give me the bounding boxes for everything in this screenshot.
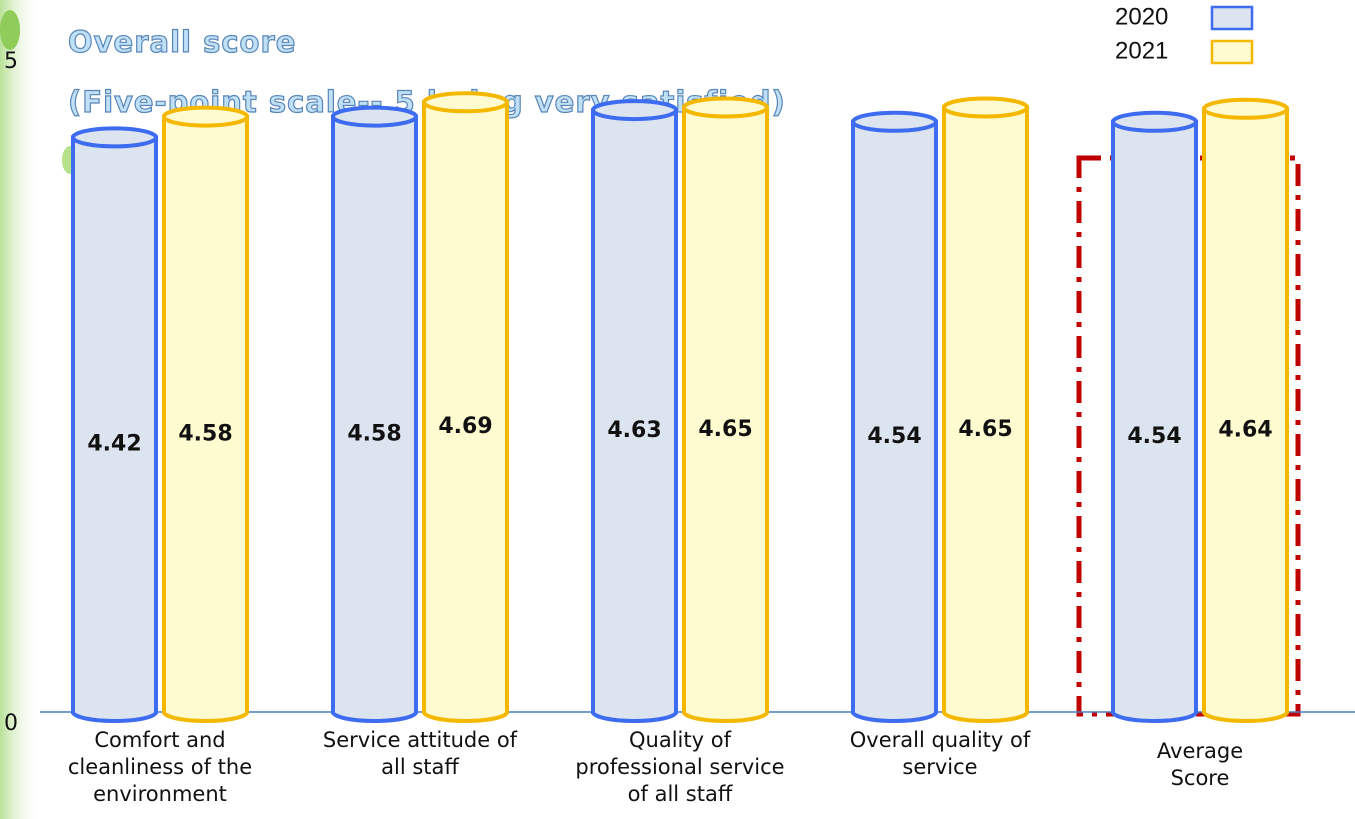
y-tick-label: 0 — [4, 711, 18, 736]
bar-cap — [1204, 100, 1287, 118]
bar-cap — [73, 128, 156, 146]
bar-cap — [944, 99, 1027, 117]
chart: Overall score (Five-point scale-- 5 bein… — [0, 0, 1355, 819]
value-label: 4.54 — [867, 424, 921, 449]
page: Overall score (Five-point scale-- 5 bein… — [0, 0, 1355, 819]
bar — [1113, 122, 1196, 712]
value-label: 4.64 — [1218, 417, 1272, 442]
bar-body-cover — [855, 700, 934, 712]
value-label: 4.54 — [1127, 424, 1181, 449]
bar — [853, 122, 936, 712]
bar-cap — [1113, 113, 1196, 131]
bar-body-cover — [686, 700, 765, 712]
bar-body-cover — [1115, 700, 1194, 712]
leaf-decoration — [0, 10, 20, 50]
bar-body-cover — [75, 700, 154, 712]
x-tick-label: Quality of professional service of all s… — [570, 727, 790, 808]
y-tick-label: 5 — [4, 49, 18, 74]
value-label: 4.42 — [87, 432, 141, 457]
bar-body-cover — [1206, 700, 1285, 712]
x-tick-label: Average Score — [1150, 738, 1250, 792]
bar-body-cover — [166, 700, 245, 712]
bar-cap — [853, 113, 936, 131]
legend-label: 2020 — [1115, 3, 1168, 30]
x-tick-label: Comfort and cleanliness of the environme… — [50, 727, 270, 808]
legend-swatch — [1212, 7, 1252, 29]
bar — [593, 110, 676, 712]
value-label: 4.58 — [347, 421, 401, 446]
bar — [424, 102, 507, 712]
value-label: 4.65 — [698, 417, 752, 442]
legend-swatch — [1212, 41, 1252, 63]
leaf-decoration — [0, 0, 40, 819]
chart-title: Overall score — [68, 25, 296, 59]
bar-body-cover — [426, 700, 505, 712]
value-label: 4.65 — [958, 417, 1012, 442]
bar — [684, 108, 767, 713]
bar — [1204, 109, 1287, 712]
bar-cap — [593, 101, 676, 119]
x-tick-label: Service attitude of all staff — [310, 727, 530, 781]
legend-label: 2021 — [1115, 37, 1168, 64]
bar-body-cover — [946, 700, 1025, 712]
bar-cap — [684, 99, 767, 117]
bar — [333, 117, 416, 712]
x-tick-label: Overall quality of service — [830, 727, 1050, 781]
bar-cap — [164, 108, 247, 126]
bar — [944, 108, 1027, 713]
value-label: 4.58 — [178, 421, 232, 446]
bar — [164, 117, 247, 712]
value-label: 4.63 — [607, 418, 661, 443]
bar-cap — [333, 108, 416, 126]
bar-cap — [424, 93, 507, 111]
bar — [73, 137, 156, 712]
bar-body-cover — [335, 700, 414, 712]
value-label: 4.69 — [438, 414, 492, 439]
bar-body-cover — [595, 700, 674, 712]
